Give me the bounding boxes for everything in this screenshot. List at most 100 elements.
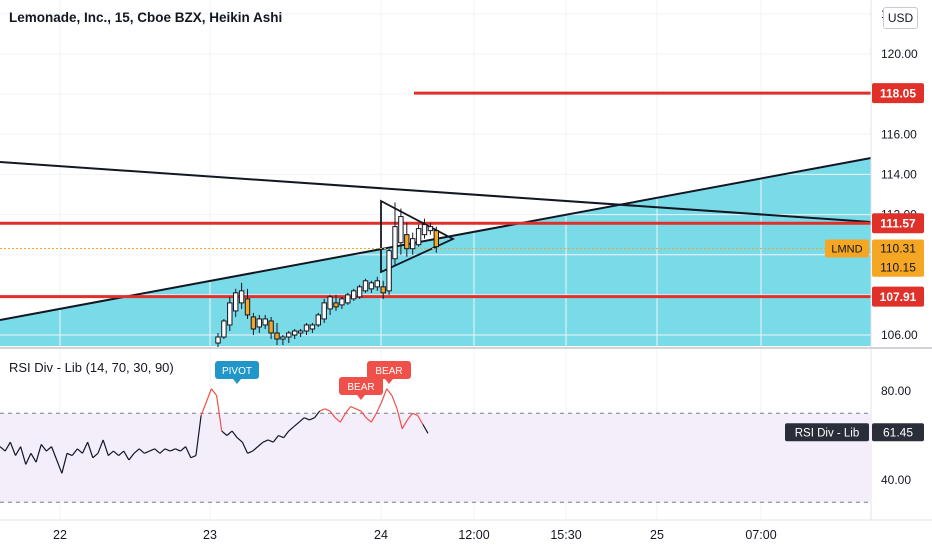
secondary-price-box xyxy=(872,258,924,277)
candle-body xyxy=(244,298,251,316)
candle-body xyxy=(362,280,369,292)
rsi-segment xyxy=(4,441,11,452)
price-tick: 106.00 xyxy=(881,328,918,342)
candle-body xyxy=(321,302,327,320)
rsi-segment xyxy=(334,417,341,423)
rsi-segment xyxy=(159,448,166,454)
rsi-segment xyxy=(252,446,259,452)
candle-body xyxy=(327,296,333,310)
rsi-segment xyxy=(345,406,352,414)
rsi-segment xyxy=(417,415,424,425)
candle-body xyxy=(280,336,286,340)
rsi-segment xyxy=(339,412,347,423)
rsi-segment xyxy=(92,452,99,459)
time-tick: 23 xyxy=(203,528,217,542)
triangle-pattern[interactable] xyxy=(380,199,456,274)
rsi-segment xyxy=(241,441,249,454)
level-tag xyxy=(872,83,924,104)
rsi-segment xyxy=(355,408,362,412)
symbol-tag xyxy=(825,239,869,258)
rsi-segment xyxy=(406,412,414,421)
candle-body xyxy=(286,332,292,338)
candle-body xyxy=(415,228,422,246)
candle-body xyxy=(368,282,375,290)
candle-body xyxy=(351,290,357,300)
candle-body xyxy=(433,230,440,248)
rsi-segment xyxy=(190,454,197,459)
rsi-segment xyxy=(66,452,73,457)
price-tick: 114.00 xyxy=(881,167,917,181)
rsi-segment xyxy=(360,410,367,419)
time-tick: 22 xyxy=(53,528,67,542)
rsi-segment xyxy=(0,446,6,452)
rsi-segment xyxy=(396,408,403,429)
time-tick: 12:00 xyxy=(458,528,489,542)
rsi-segment xyxy=(175,448,181,452)
candle-body xyxy=(386,250,392,292)
level-tag xyxy=(872,286,924,307)
rsi-marker-pointer xyxy=(385,379,393,384)
rsi-segment xyxy=(133,448,140,454)
rsi-segment xyxy=(370,412,377,423)
rsi-segment xyxy=(30,452,37,463)
candle-body xyxy=(215,336,221,344)
time-tick: 24 xyxy=(374,528,388,542)
rsi-segment xyxy=(169,448,176,452)
rsi-segment xyxy=(324,408,331,412)
level-tag-label: 118.05 xyxy=(880,87,916,101)
rsi-segment xyxy=(314,410,321,419)
candle-body xyxy=(339,298,345,306)
rsi-marker-pointer xyxy=(357,395,365,400)
rsi-segment xyxy=(262,439,269,443)
rsi-segment xyxy=(20,446,27,465)
time-axis[interactable]: 22 23 24 12:00 15:30 25 07:00 xyxy=(53,528,777,542)
symbol-tag-label: LMND xyxy=(831,243,862,255)
rsi-segment xyxy=(319,408,326,412)
rsi-segment xyxy=(375,401,383,414)
rsi-segment xyxy=(61,453,68,474)
candle-body xyxy=(221,320,227,338)
candle-body xyxy=(238,290,245,304)
currency-button[interactable]: USD xyxy=(883,7,918,29)
rsi-segment xyxy=(200,401,207,416)
time-tick: 25 xyxy=(650,528,664,542)
rsi-segment xyxy=(123,450,130,461)
channel-fill xyxy=(0,158,871,346)
rsi-segment xyxy=(71,448,78,456)
candle-body xyxy=(398,216,404,244)
candle-body xyxy=(227,302,233,326)
rsi-marker xyxy=(367,361,411,379)
rsi-segment xyxy=(210,388,218,396)
rsi-axis[interactable]: 40.00 80.00 xyxy=(881,384,911,487)
rsi-segment xyxy=(149,448,155,452)
rsi-segment xyxy=(87,441,94,458)
rsi-segment xyxy=(365,417,372,423)
price-tick: 116.00 xyxy=(881,127,917,141)
rsi-segment xyxy=(288,426,295,432)
rsi-segment xyxy=(298,417,305,423)
rsi-marker-label: BEAR xyxy=(375,366,402,377)
level-tag-label: 107.91 xyxy=(880,290,917,304)
candles xyxy=(215,202,440,348)
rsi-segment xyxy=(329,410,336,419)
candle-body xyxy=(356,286,363,298)
candle-body xyxy=(292,330,298,336)
candle-body xyxy=(274,332,280,340)
rsi-segment xyxy=(185,446,192,459)
rsi-line xyxy=(0,388,429,474)
rsi-segment xyxy=(14,446,22,456)
candle-body xyxy=(427,226,434,232)
candle-body xyxy=(297,330,304,334)
candle-body xyxy=(256,318,263,328)
horizontal-levels xyxy=(0,91,871,299)
level-tag-label: 111.57 xyxy=(880,217,916,231)
rsi-name-tag-label: RSI Div - Lib xyxy=(795,427,860,439)
upper-trendline[interactable] xyxy=(0,161,872,223)
rsi-segment xyxy=(97,439,104,454)
rsi-segment xyxy=(304,417,310,421)
rsi-value-label: 61.45 xyxy=(883,425,913,439)
rsi-segment xyxy=(128,452,135,461)
rsi-segment xyxy=(278,434,284,439)
